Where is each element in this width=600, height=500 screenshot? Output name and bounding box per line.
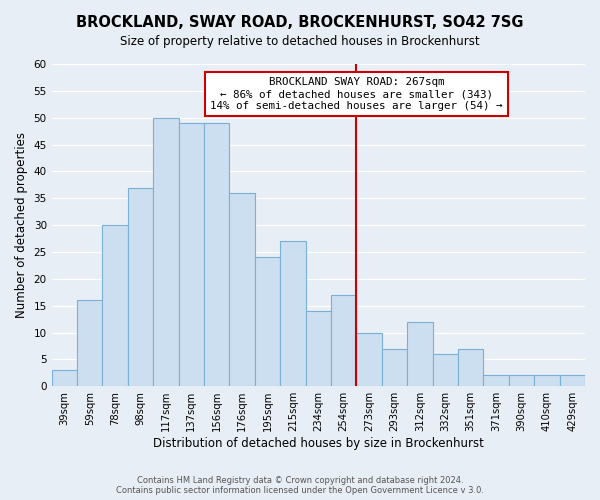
Bar bbox=[407, 322, 433, 386]
Text: BROCKLAND, SWAY ROAD, BROCKENHURST, SO42 7SG: BROCKLAND, SWAY ROAD, BROCKENHURST, SO42… bbox=[76, 15, 524, 30]
Text: Size of property relative to detached houses in Brockenhurst: Size of property relative to detached ho… bbox=[120, 35, 480, 48]
Bar bbox=[77, 300, 103, 386]
Text: Contains HM Land Registry data © Crown copyright and database right 2024.
Contai: Contains HM Land Registry data © Crown c… bbox=[116, 476, 484, 495]
Y-axis label: Number of detached properties: Number of detached properties bbox=[15, 132, 28, 318]
Bar bbox=[484, 376, 509, 386]
Text: BROCKLAND SWAY ROAD: 267sqm
← 86% of detached houses are smaller (343)
14% of se: BROCKLAND SWAY ROAD: 267sqm ← 86% of det… bbox=[210, 78, 503, 110]
Bar bbox=[560, 376, 585, 386]
X-axis label: Distribution of detached houses by size in Brockenhurst: Distribution of detached houses by size … bbox=[153, 437, 484, 450]
Bar bbox=[255, 258, 280, 386]
Bar bbox=[153, 118, 179, 386]
Bar bbox=[305, 311, 331, 386]
Bar bbox=[433, 354, 458, 386]
Bar bbox=[534, 376, 560, 386]
Bar bbox=[382, 348, 407, 386]
Bar bbox=[52, 370, 77, 386]
Bar bbox=[509, 376, 534, 386]
Bar bbox=[458, 348, 484, 386]
Bar bbox=[179, 123, 204, 386]
Bar bbox=[229, 193, 255, 386]
Bar bbox=[103, 225, 128, 386]
Bar bbox=[204, 123, 229, 386]
Bar bbox=[128, 188, 153, 386]
Bar bbox=[331, 295, 356, 386]
Bar bbox=[280, 241, 305, 386]
Bar bbox=[356, 332, 382, 386]
